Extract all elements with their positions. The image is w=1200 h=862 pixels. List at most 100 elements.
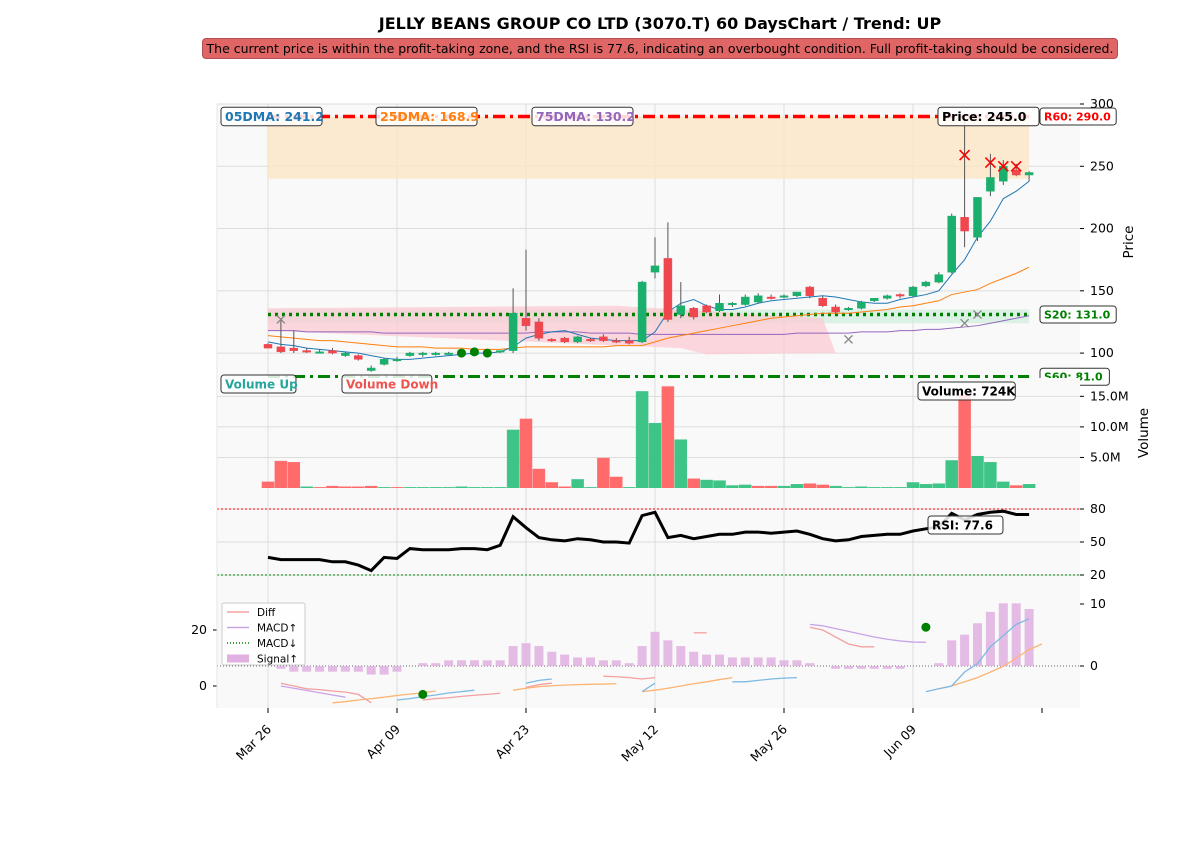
macd-line [396, 689, 475, 701]
neutral-signal-marker [276, 315, 286, 324]
candle-body [418, 352, 428, 355]
macd-histogram-bar [495, 660, 505, 666]
candle-body [805, 286, 815, 297]
dma75-label-box [531, 106, 634, 127]
macd-histogram-bar [482, 660, 492, 666]
macd-histogram-bar [547, 651, 557, 666]
price-label-box [937, 106, 1040, 127]
macd-histogram-bar [650, 631, 660, 666]
signal-line [513, 683, 617, 691]
macd-histogram-bar [508, 646, 518, 666]
r60-label: R60: 290.0 [1044, 110, 1111, 123]
candle-body [495, 350, 505, 353]
x-tick-label: May 26 [747, 721, 790, 764]
volume-bar [648, 422, 662, 489]
volume-bar [597, 457, 610, 489]
candle-body [934, 274, 944, 283]
macd-legend-label: MACD↑ [257, 623, 297, 635]
macd-histogram-bar [431, 663, 441, 666]
volume-bar [661, 386, 675, 489]
volume-bar [674, 439, 688, 489]
candle-body [792, 291, 802, 297]
candle-body [263, 344, 273, 349]
dma25-label-box [375, 106, 478, 127]
diff-line [525, 682, 552, 689]
macd-line [732, 676, 797, 683]
volume-bar [300, 486, 313, 489]
candle-body [973, 197, 982, 238]
macd-histogram-bar [1024, 609, 1034, 666]
volume-bar [906, 482, 920, 489]
x-tick-label: Jun 09 [880, 721, 919, 760]
macd-histogram-bar [573, 657, 583, 666]
macd-histogram-bar [521, 643, 531, 666]
candle-body [702, 305, 711, 313]
rsi-ytick-label: 80 [1090, 501, 1106, 516]
volume-bar [816, 484, 829, 489]
volume-bar [687, 478, 700, 489]
candle-body [676, 305, 686, 315]
candle-body [908, 286, 918, 297]
candle-body [818, 298, 827, 307]
buy-signal-dot [482, 348, 492, 358]
candle-body [895, 294, 905, 297]
volume-bar [442, 487, 455, 489]
macd-left-ytick-label: 20 [191, 622, 207, 637]
volume-bar [352, 486, 365, 489]
volume-bar [622, 487, 636, 489]
macd-histogram-bar [598, 660, 608, 666]
macd-histogram-bar [831, 666, 841, 669]
candle-body [663, 258, 673, 320]
volume-bar [339, 486, 352, 489]
macd-right-ytick-label: 0 [1090, 658, 1098, 673]
macd-histogram-bar [469, 660, 479, 666]
macd-histogram-bar [960, 634, 970, 666]
candle-body [650, 265, 660, 273]
buy-signal-dot [469, 347, 479, 357]
volume-bar [635, 391, 649, 489]
volume-bar [545, 482, 559, 489]
volume-label: Volume: 724K [922, 384, 1016, 398]
macd-histogram-bar [740, 657, 750, 666]
volume-bar [403, 487, 417, 489]
volume-bar [416, 487, 430, 489]
x-tick-label: Apr 23 [492, 722, 532, 762]
candle-body [547, 339, 557, 342]
macd-histogram-bar [844, 666, 853, 669]
candle-body [870, 298, 879, 302]
price-ytick-label: 150 [1090, 283, 1114, 298]
volume-bar [764, 485, 778, 489]
macd-histogram-bar [779, 660, 789, 666]
volume-up-legend-box [220, 374, 297, 394]
diff-line [422, 692, 501, 701]
volume-bar [997, 481, 1010, 489]
s20-label: S20: 131.0 [1044, 308, 1111, 321]
macd-histogram-bar [895, 666, 905, 669]
macd-histogram-bar [366, 666, 376, 675]
candle-body [534, 321, 544, 339]
sell-signal-marker [984, 156, 996, 169]
macd-legend: Diff MACD↑ MACD↓ Signal↑ [221, 602, 306, 666]
candle-body [882, 295, 892, 299]
macd-histogram-bar [418, 663, 428, 666]
signal-line [642, 676, 733, 693]
candle-body [612, 340, 621, 343]
volume-ytick-label: 10.0M [1090, 419, 1129, 434]
volume-bar [364, 485, 378, 489]
volume-bar [713, 480, 726, 489]
r60-label-box [1039, 107, 1117, 126]
buy-signal-dot [457, 348, 466, 358]
sell-signal-marker [997, 160, 1009, 172]
dma05-label: 05DMA: 241.2 [225, 109, 324, 124]
volume-bar [971, 455, 984, 489]
profit-taking-zone [268, 116, 1030, 179]
candle-body [831, 306, 840, 313]
volume-bar [893, 487, 907, 489]
candle-body [328, 350, 337, 354]
neutral-signal-marker [960, 318, 970, 328]
volume-bar [532, 468, 546, 489]
macd-line [925, 618, 1030, 693]
macd-histogram-bar [973, 623, 982, 666]
volume-down-legend-box [341, 374, 433, 394]
macd-histogram-bar [586, 657, 595, 666]
